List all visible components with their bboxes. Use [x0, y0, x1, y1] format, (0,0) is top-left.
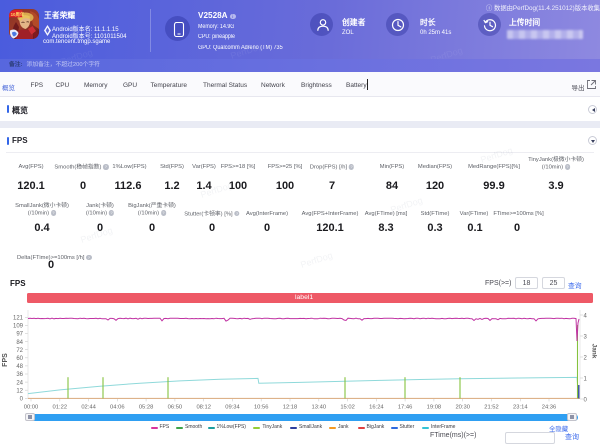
svg-text:21:52: 21:52	[484, 405, 499, 411]
svg-text:06:50: 06:50	[168, 405, 183, 411]
svg-text:13:40: 13:40	[312, 405, 327, 411]
svg-text:4: 4	[584, 313, 588, 319]
svg-text:12:18: 12:18	[283, 405, 298, 411]
svg-text:0: 0	[584, 397, 588, 403]
svg-text:2: 2	[584, 355, 588, 361]
svg-text:10周年: 10周年	[10, 11, 24, 18]
svg-text:1: 1	[584, 376, 588, 382]
svg-text:12: 12	[16, 388, 23, 394]
svg-text:01:22: 01:22	[53, 405, 68, 411]
svg-text:97: 97	[16, 332, 23, 338]
svg-text:17:46: 17:46	[398, 405, 413, 411]
svg-text:24: 24	[16, 380, 23, 386]
svg-text:23:14: 23:14	[513, 405, 528, 411]
svg-text:36: 36	[16, 372, 23, 378]
svg-text:109: 109	[13, 324, 24, 330]
svg-text:84: 84	[16, 340, 23, 346]
svg-text:Jank: Jank	[591, 344, 598, 359]
svg-text:16:24: 16:24	[369, 405, 384, 411]
svg-text:3: 3	[584, 334, 588, 340]
svg-text:08:12: 08:12	[196, 405, 211, 411]
svg-text:00:00: 00:00	[24, 405, 39, 411]
svg-text:10:56: 10:56	[254, 405, 269, 411]
svg-text:19:08: 19:08	[427, 405, 442, 411]
svg-text:0: 0	[20, 397, 24, 403]
svg-text:09:34: 09:34	[225, 405, 240, 411]
svg-text:72: 72	[16, 348, 23, 354]
svg-text:05:28: 05:28	[139, 405, 154, 411]
svg-text:04:06: 04:06	[110, 405, 125, 411]
svg-text:60: 60	[16, 356, 23, 362]
svg-text:24:36: 24:36	[542, 405, 557, 411]
svg-text:FPS: FPS	[2, 353, 9, 367]
svg-text:15:02: 15:02	[340, 405, 355, 411]
svg-text:02:44: 02:44	[81, 405, 96, 411]
svg-text:48: 48	[16, 364, 23, 370]
svg-text:20:30: 20:30	[455, 405, 470, 411]
svg-text:121: 121	[13, 316, 24, 322]
